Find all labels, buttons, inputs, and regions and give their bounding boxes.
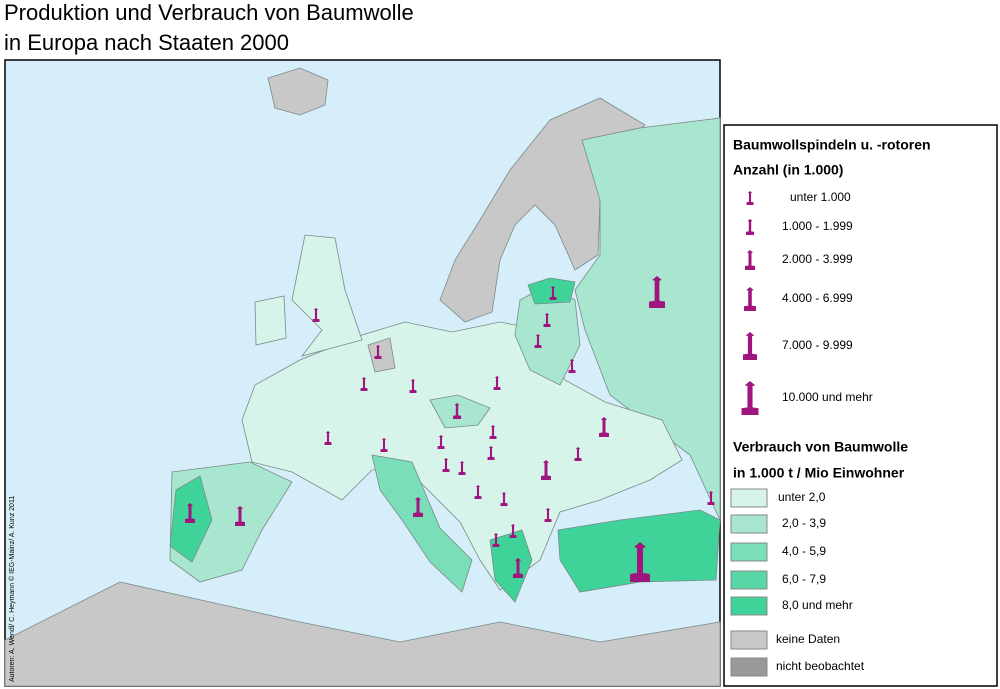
estonia [527,277,576,305]
spindle-icon [374,345,382,359]
spindle-icon [493,376,501,390]
map [4,59,721,687]
spindle-icon [380,438,388,452]
legend-swatch [730,488,768,508]
uk [291,234,363,357]
spindle-icon [312,308,320,322]
spindle-icon [453,403,461,419]
legend-item: 4,0 - 5,9 [782,544,826,558]
spindle-icon [487,446,495,460]
spindle-icon [543,313,551,327]
spindle-icon [741,381,759,415]
north-africa [4,581,721,687]
spindle-icon [509,524,517,538]
legend-item: 2.000 - 3.999 [782,252,853,266]
spindle-icon [235,506,245,526]
spindle-icon [549,286,557,300]
legend-subtitle: in 1.000 t / Mio Einwohner [733,465,905,481]
spindle-icon [489,425,497,439]
legend-swatch [730,514,768,534]
iceland [267,67,329,116]
legend-swatch [730,542,768,562]
legend-item: 4.000 - 6.999 [782,291,853,305]
spindle-icon [513,558,523,578]
spindle-icon [185,503,195,523]
spindle-icon [437,435,445,449]
spindle-icon [568,359,576,373]
spindle-icon [360,377,368,391]
spindle-icon [442,458,450,472]
spindle-icon [746,219,754,235]
legend-swatch [730,570,768,590]
legend-subtitle: Anzahl (in 1.000) [733,162,843,178]
spindle-icon [474,485,482,499]
spindle-icon [599,417,609,437]
spindle-icon [413,497,423,517]
spindle-icon [544,508,552,522]
czechia [429,394,491,429]
legend-title: Baumwollspindeln u. -rotoren [733,137,931,153]
legend-item: 1.000 - 1.999 [782,219,853,233]
credit: Autoren: A. Wendl/ C. Heymann © IEG-Main… [8,496,16,682]
legend-swatch [730,630,768,650]
italy [371,454,473,593]
spindle-icon [574,447,582,461]
spindle-icons [185,276,715,582]
spindle-icon [492,533,500,547]
spindle-icon [745,250,755,270]
legend-item: 2,0 - 3,9 [782,516,826,530]
legend-item: 7.000 - 9.999 [782,338,853,352]
spindle-icon [324,431,332,445]
spindle-icon [500,492,508,506]
spindle-icon [649,276,665,308]
legend-box [723,124,998,687]
spindle-icon [409,379,417,393]
legend-item: 10.000 und mehr [782,390,873,404]
spindle-icon [534,334,542,348]
legend: Baumwollspindeln u. -rotoren Anzahl (in … [723,124,998,687]
spindle-icon [744,287,756,311]
legend-item: keine Daten [776,632,840,646]
legend-item: 6,0 - 7,9 [782,572,826,586]
legend-item: unter 2,0 [778,490,826,504]
legend-title: Verbrauch von Baumwolle [733,439,908,455]
legend-item: 8,0 und mehr [782,598,853,612]
greece [489,529,533,603]
ireland [254,295,287,346]
legend-swatch [730,596,768,616]
spindle-icon [630,542,650,582]
legend-item: unter 1.000 [790,190,851,204]
spindle-icon [458,461,466,475]
title-line: Produktion und Verbrauch von Baumwolle [4,0,414,25]
legend-swatch [730,657,768,677]
spindle-icon [746,191,754,205]
spindle-icon [707,491,715,505]
spindle-icon [743,332,757,360]
spindle-icon [541,460,551,480]
title-line: in Europa nach Staaten 2000 [4,30,289,55]
luxembourg-belgium [367,337,396,373]
legend-item: nicht beobachtet [776,659,865,673]
